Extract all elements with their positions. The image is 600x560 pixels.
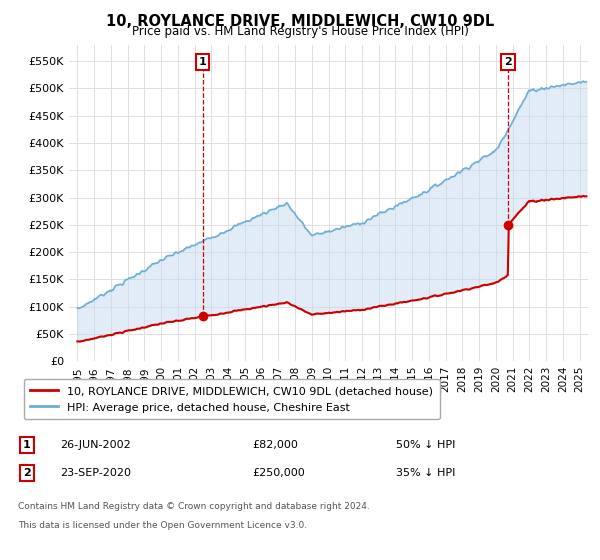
Text: Contains HM Land Registry data © Crown copyright and database right 2024.: Contains HM Land Registry data © Crown c…	[18, 502, 370, 511]
Text: 2: 2	[504, 57, 512, 67]
Text: 10, ROYLANCE DRIVE, MIDDLEWICH, CW10 9DL: 10, ROYLANCE DRIVE, MIDDLEWICH, CW10 9DL	[106, 14, 494, 29]
Text: This data is licensed under the Open Government Licence v3.0.: This data is licensed under the Open Gov…	[18, 521, 307, 530]
Text: 1: 1	[23, 440, 31, 450]
Text: 2: 2	[23, 468, 31, 478]
Text: 50% ↓ HPI: 50% ↓ HPI	[396, 440, 455, 450]
Text: £82,000: £82,000	[252, 440, 298, 450]
Legend: 10, ROYLANCE DRIVE, MIDDLEWICH, CW10 9DL (detached house), HPI: Average price, d: 10, ROYLANCE DRIVE, MIDDLEWICH, CW10 9DL…	[23, 379, 440, 419]
Text: Price paid vs. HM Land Registry's House Price Index (HPI): Price paid vs. HM Land Registry's House …	[131, 25, 469, 38]
Text: 1: 1	[199, 57, 206, 67]
Text: £250,000: £250,000	[252, 468, 305, 478]
Text: 35% ↓ HPI: 35% ↓ HPI	[396, 468, 455, 478]
Text: 26-JUN-2002: 26-JUN-2002	[60, 440, 131, 450]
Text: 23-SEP-2020: 23-SEP-2020	[60, 468, 131, 478]
